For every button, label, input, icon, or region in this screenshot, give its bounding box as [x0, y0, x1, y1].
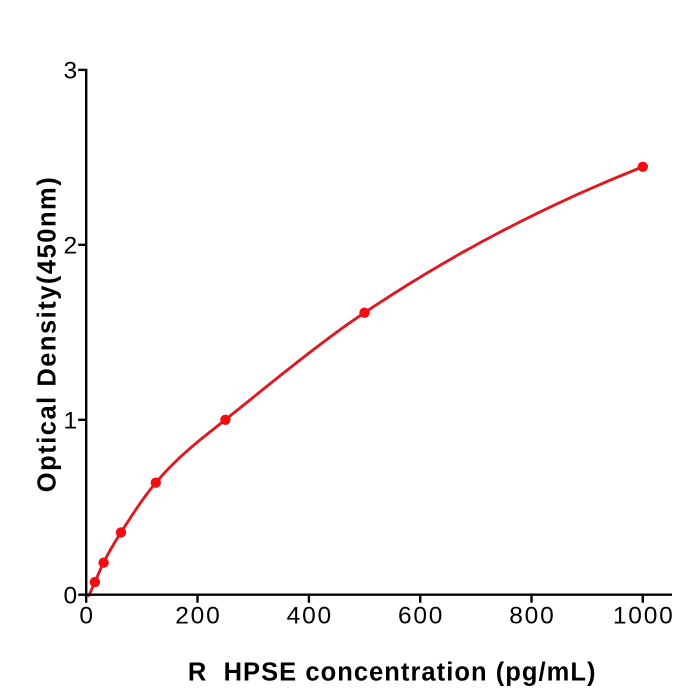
svg-text:200: 200 — [175, 603, 221, 630]
svg-text:Optical Density(450nm): Optical Density(450nm) — [33, 176, 61, 492]
svg-text:600: 600 — [398, 603, 444, 630]
svg-text:1: 1 — [64, 408, 78, 435]
svg-text:0: 0 — [64, 583, 78, 610]
svg-text:2: 2 — [64, 233, 78, 260]
svg-text:1000: 1000 — [613, 603, 675, 630]
svg-text:400: 400 — [287, 603, 333, 630]
svg-text:3: 3 — [64, 58, 78, 85]
svg-text:R HPSE concentration (pg/mL): R HPSE concentration (pg/mL) — [188, 658, 597, 686]
svg-text:0: 0 — [79, 603, 94, 630]
svg-text:800: 800 — [509, 603, 555, 630]
